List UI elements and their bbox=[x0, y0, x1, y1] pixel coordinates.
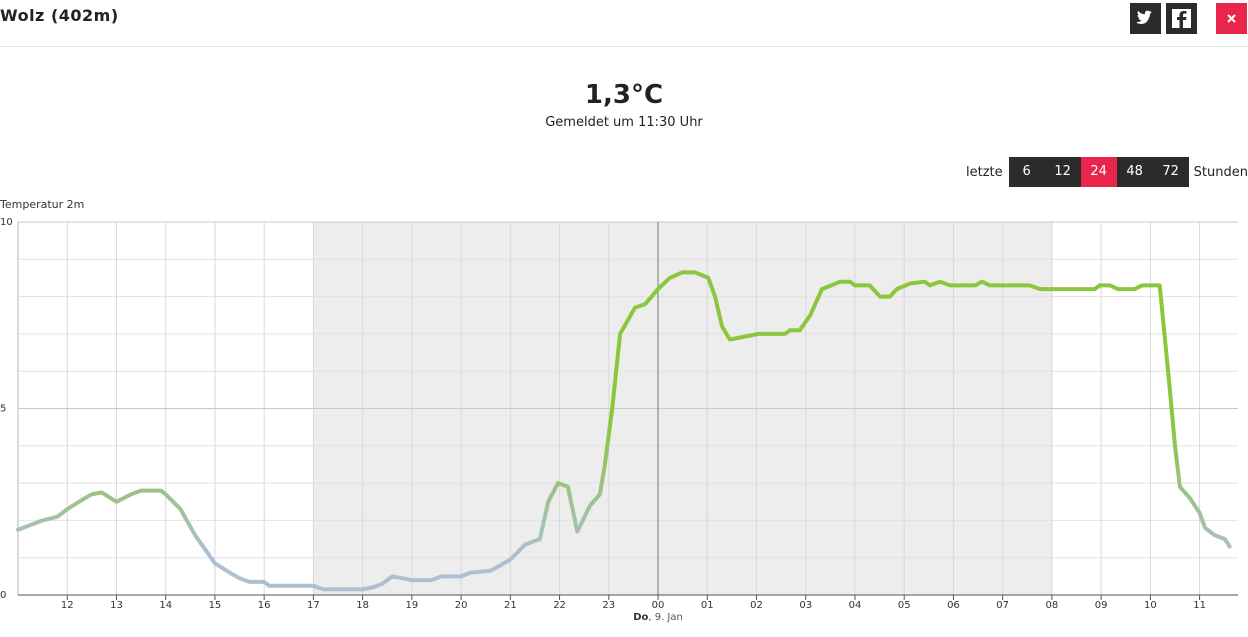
date-label-part: , 9. Jan bbox=[648, 612, 683, 623]
x-tick-label: 12 bbox=[61, 600, 74, 611]
x-tick-label: 00 bbox=[652, 600, 665, 611]
range-option[interactable]: 24 bbox=[1080, 157, 1117, 187]
x-tick-label: 04 bbox=[849, 600, 862, 611]
x-tick-label: 17 bbox=[307, 600, 320, 611]
date-label-part: Do bbox=[633, 612, 648, 623]
range-option[interactable]: 12 bbox=[1044, 157, 1081, 187]
x-tick-label: 02 bbox=[750, 600, 763, 611]
x-tick-label: 15 bbox=[209, 600, 222, 611]
x-tick-label: 14 bbox=[159, 600, 172, 611]
twitter-button[interactable] bbox=[1130, 3, 1161, 34]
range-options: 6 12 24 48 72 bbox=[1008, 157, 1189, 187]
y-tick-label: 5 bbox=[0, 404, 6, 415]
x-tick-label: 20 bbox=[455, 600, 468, 611]
x-tick-label: 06 bbox=[947, 600, 960, 611]
temperature-line bbox=[16, 270, 1232, 592]
x-tick-label: 01 bbox=[701, 600, 714, 611]
x-tick-label: 13 bbox=[110, 600, 123, 611]
x-tick-label: 22 bbox=[553, 600, 566, 611]
reported-time: Gemeldet um 11:30 Uhr bbox=[545, 115, 703, 130]
x-tick-label: 05 bbox=[898, 600, 911, 611]
y-tick-label: 10 bbox=[0, 217, 13, 228]
x-tick-label: 16 bbox=[258, 600, 271, 611]
range-option[interactable]: 48 bbox=[1116, 157, 1153, 187]
close-button[interactable] bbox=[1216, 3, 1247, 34]
range-suffix: Stunden bbox=[1193, 164, 1248, 180]
x-tick-label: 10 bbox=[1144, 600, 1157, 611]
x-tick-label: 23 bbox=[602, 600, 615, 611]
x-tick-label: 09 bbox=[1095, 600, 1108, 611]
close-icon bbox=[1227, 14, 1236, 23]
x-tick-label: 21 bbox=[504, 600, 517, 611]
facebook-button[interactable] bbox=[1166, 3, 1197, 34]
divider bbox=[0, 46, 1248, 47]
current-temperature: 1,3°C bbox=[584, 80, 664, 110]
range-option[interactable]: 72 bbox=[1152, 157, 1189, 187]
range-option[interactable]: 6 bbox=[1008, 157, 1045, 187]
range-prefix: letzte bbox=[966, 164, 1003, 180]
station-title: Wolz (402m) bbox=[0, 6, 119, 25]
date-label: Do, 9. Jan bbox=[633, 612, 683, 623]
y-axis-title: Temperatur 2m bbox=[0, 198, 84, 211]
x-tick-label: 03 bbox=[799, 600, 812, 611]
x-tick-label: 07 bbox=[996, 600, 1009, 611]
y-tick-label: 0 bbox=[0, 590, 6, 601]
x-tick-label: 18 bbox=[356, 600, 369, 611]
x-tick-label: 11 bbox=[1193, 600, 1206, 611]
x-tick-label: 19 bbox=[405, 600, 418, 611]
twitter-icon bbox=[1136, 10, 1152, 24]
x-tick-label: 08 bbox=[1046, 600, 1059, 611]
facebook-icon bbox=[1172, 9, 1191, 28]
range-selector: letzte 6 12 24 48 72 Stunden bbox=[966, 157, 1248, 187]
